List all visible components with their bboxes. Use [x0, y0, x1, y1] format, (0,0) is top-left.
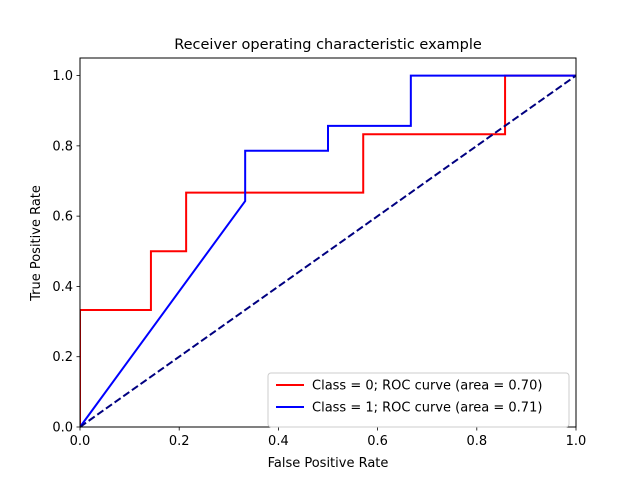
x-tick-label: 0.0 [70, 434, 91, 449]
series-layer [80, 74, 577, 428]
chart-title: Receiver operating characteristic exampl… [174, 37, 482, 53]
y-tick-label: 0.4 [52, 280, 73, 295]
x-axis-label: False Positive Rate [268, 456, 389, 471]
x-tick-label: 0.6 [367, 434, 388, 449]
chance-line [80, 74, 577, 428]
legend-label: Class = 1; ROC curve (area = 0.71) [312, 401, 542, 416]
y-tick-label: 0.6 [52, 210, 73, 225]
y-tick-label: 0.0 [52, 421, 73, 436]
y-tick-label: 0.8 [52, 139, 73, 154]
legend-label: Class = 0; ROC curve (area = 0.70) [312, 379, 542, 394]
y-axis-label: True Positive Rate [29, 185, 44, 302]
plot-area [79, 57, 577, 428]
x-tick-label: 0.4 [268, 434, 289, 449]
y-tick-label: 0.2 [52, 350, 73, 365]
roc-curve-series-0 [80, 74, 576, 427]
y-tick-label: 1.0 [52, 69, 73, 84]
x-tick-label: 0.8 [466, 434, 487, 449]
roc-curve-series-1 [80, 74, 576, 428]
x-tick-label: 0.2 [169, 434, 190, 449]
legend-box [267, 372, 570, 428]
x-axis-ticks: 0.0 0.2 0.4 0.6 0.8 1.0 [70, 427, 587, 449]
legend: Class = 0; ROC curve (area = 0.70) Class … [267, 372, 570, 428]
y-axis-ticks: 0.0 0.2 0.4 0.6 0.8 1.0 [52, 69, 80, 436]
x-tick-label: 1.0 [566, 434, 587, 449]
axes-frame [79, 57, 577, 428]
